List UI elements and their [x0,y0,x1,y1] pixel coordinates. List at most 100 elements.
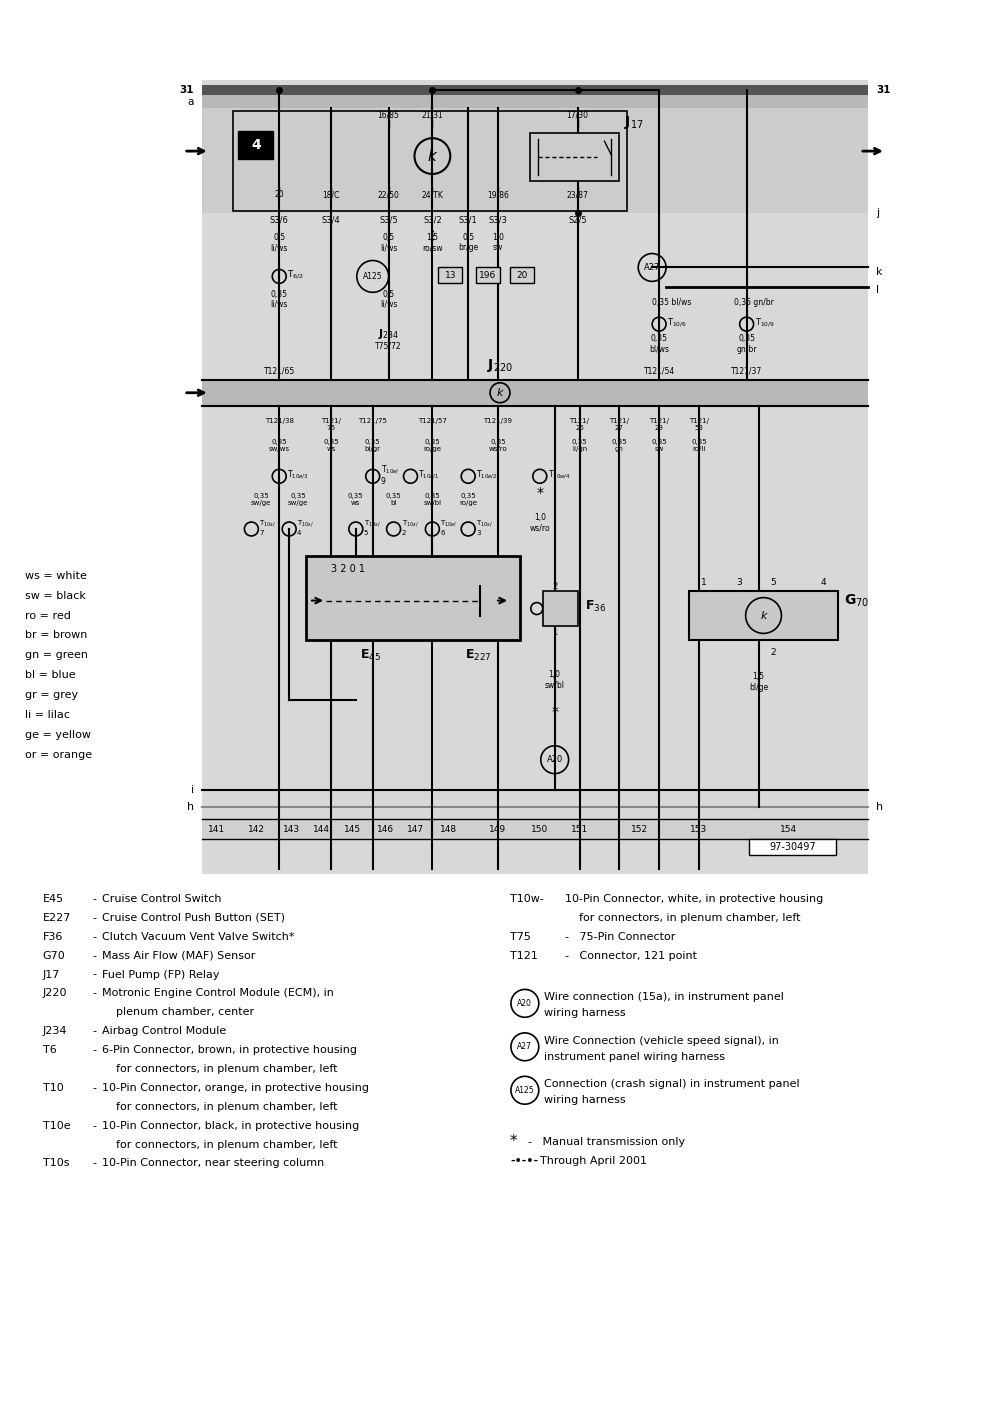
Bar [202,109,868,212]
Text: F36: F36 [43,932,63,942]
Text: 3 2 0 1: 3 2 0 1 [331,564,365,574]
Text: 154: 154 [780,824,797,834]
Text: A125: A125 [363,271,383,281]
Text: 20: 20 [516,271,528,280]
Text: 22/50: 22/50 [378,191,400,199]
Text: T121/
27: T121/ 27 [609,417,629,431]
Text: 146: 146 [377,824,394,834]
Text: 1,0
ws/ro: 1,0 ws/ro [529,513,550,533]
Bar [476,267,500,283]
Text: 2: 2 [552,581,557,591]
Text: -: - [92,1158,96,1168]
Text: S3/1: S3/1 [459,215,478,225]
Text: 21/31: 21/31 [422,110,443,120]
Text: 31: 31 [179,85,194,95]
Text: 0,35
li/ws: 0,35 li/ws [271,290,288,310]
Text: 0,35
ws: 0,35 ws [348,492,364,506]
Text: J$_{234}$: J$_{234}$ [378,327,399,341]
Text: Motronic Engine Control Module (ECM), in: Motronic Engine Control Module (ECM), in [102,988,334,998]
Text: 17/30: 17/30 [567,110,589,120]
Text: wiring harness: wiring harness [544,1008,625,1018]
Text: T121/39: T121/39 [484,417,513,424]
Text: 24/TK: 24/TK [421,191,443,199]
Text: -: - [92,1083,96,1093]
Text: J220: J220 [43,988,67,998]
Text: 0,35
gn/br: 0,35 gn/br [736,334,757,354]
Text: A20: A20 [517,998,532,1008]
Text: 10-Pin Connector, white, in protective housing: 10-Pin Connector, white, in protective h… [565,894,823,904]
Text: k: k [760,611,767,621]
Text: T$_{10e/2}$: T$_{10e/2}$ [476,468,497,481]
Text: G70: G70 [43,950,65,960]
Text: -•-•-: -•-•- [510,1155,538,1165]
Text: 0,35
sw: 0,35 sw [651,438,667,452]
Text: 0,35
ro/li: 0,35 ro/li [691,438,707,452]
Text: S3/6: S3/6 [270,215,289,225]
Bar [749,840,836,855]
Text: *: * [510,1134,518,1150]
Text: 145: 145 [344,824,361,834]
Text: a: a [187,98,194,107]
Text: ro = red: ro = red [25,611,71,621]
Text: J234: J234 [43,1027,67,1036]
Text: 10-Pin Connector, near steering column: 10-Pin Connector, near steering column [102,1158,324,1168]
Text: 0,35
sw/ws: 0,35 sw/ws [269,438,290,452]
Text: 5: 5 [771,578,776,587]
Text: T121/
29: T121/ 29 [649,417,669,431]
Text: T121/75: T121/75 [358,417,387,424]
Text: 0,35
bl/gr: 0,35 bl/gr [365,438,381,452]
Text: J$_{220}$: J$_{220}$ [487,356,513,373]
Text: 0,5
li/ws: 0,5 li/ws [380,290,397,310]
Text: br = brown: br = brown [25,631,87,641]
Text: T10w-: T10w- [510,894,544,904]
Text: Mass Air Flow (MAF) Sensor: Mass Air Flow (MAF) Sensor [102,950,256,960]
Text: 148: 148 [440,824,457,834]
Text: T$_{6/2}$: T$_{6/2}$ [287,269,304,281]
Text: 143: 143 [283,824,300,834]
Text: E$_{227}$: E$_{227}$ [465,649,491,663]
Text: for connectors, in plenum chamber, left: for connectors, in plenum chamber, left [565,913,800,923]
Bar [238,132,273,158]
Text: T10e: T10e [43,1121,70,1131]
Text: -: - [92,988,96,998]
Text: k: k [876,267,882,277]
Text: A27: A27 [517,1042,532,1051]
Text: -: - [92,1045,96,1055]
Text: 6-Pin Connector, brown, in protective housing: 6-Pin Connector, brown, in protective ho… [102,1045,357,1055]
Text: 142: 142 [248,824,265,834]
Text: 0,35
li/gn: 0,35 li/gn [572,438,587,452]
Text: T121/
76: T121/ 76 [321,417,341,431]
Text: S3/3: S3/3 [489,215,507,225]
Bar [202,380,868,406]
Text: T75: T75 [510,932,531,942]
Text: -: - [92,1121,96,1131]
Text: 141: 141 [208,824,225,834]
Bar [438,267,462,283]
Text: 0,35
bl: 0,35 bl [386,492,401,506]
Text: 23/87: 23/87 [567,191,589,199]
Text: 0,35
gn: 0,35 gn [612,438,627,452]
Text: 4: 4 [251,139,261,153]
Text: 20: 20 [274,191,284,199]
Text: T121: T121 [510,950,538,960]
Text: A27: A27 [644,263,660,271]
Bar [202,95,868,109]
Text: j: j [876,208,879,218]
Text: T$_{10/6}$: T$_{10/6}$ [667,315,687,328]
Bar [530,133,619,181]
Text: -: - [92,970,96,980]
Text: 97-30497: 97-30497 [769,843,816,853]
Text: 150: 150 [531,824,548,834]
Text: T$_{10e/1}$: T$_{10e/1}$ [418,468,440,481]
Text: 10-Pin Connector, black, in protective housing: 10-Pin Connector, black, in protective h… [102,1121,359,1131]
Text: 0,35
ws/ro: 0,35 ws/ro [489,438,507,452]
Bar [689,591,838,641]
Text: 0,5
br/ge: 0,5 br/ge [458,233,478,252]
Text: A20: A20 [547,755,563,764]
Text: 19/86: 19/86 [487,191,509,199]
Text: T121/
53: T121/ 53 [689,417,709,431]
Text: wiring harness: wiring harness [544,1096,625,1106]
Text: T6: T6 [43,1045,56,1055]
Text: 1,0
sw: 1,0 sw [492,233,504,252]
Text: k: k [497,387,503,397]
